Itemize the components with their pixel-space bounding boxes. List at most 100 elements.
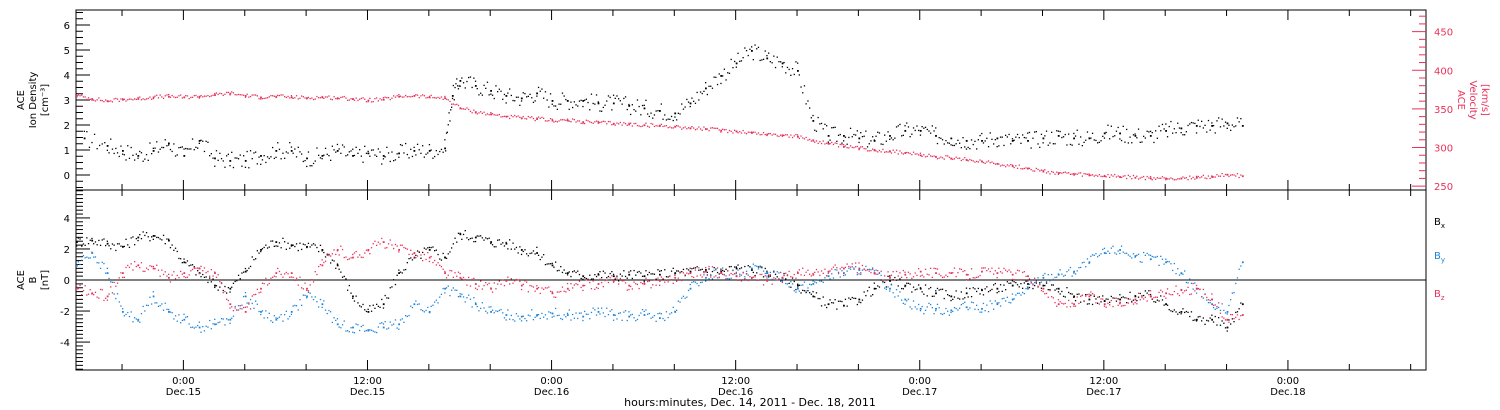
data-point [771,134,773,136]
data-point [270,95,272,97]
data-point [1132,299,1135,301]
data-point [737,269,739,271]
data-point [735,272,737,275]
data-point [962,158,964,161]
data-point [485,310,487,312]
data-point [502,98,504,100]
data-point [251,302,253,305]
data-point [171,150,173,153]
data-point [936,158,939,160]
data-point [781,281,783,284]
data-point [1155,296,1157,298]
data-point [270,320,272,322]
data-point [933,155,935,157]
data-point [123,98,125,100]
data-point [444,256,446,259]
data-point [962,270,964,273]
data-point [77,94,79,96]
data-point [664,114,666,116]
data-point [577,105,579,107]
data-point [495,288,497,290]
legend-bz: Bz [1434,289,1445,302]
data-point [1178,178,1181,180]
data-point [1216,324,1218,326]
data-point [234,157,236,159]
data-point [580,277,582,280]
data-point [197,96,199,98]
data-point [986,137,988,139]
data-point [597,283,600,285]
data-point [91,292,94,295]
data-point [764,267,766,270]
data-point [512,242,514,244]
left-tick-label: 2 [64,121,70,132]
data-point [123,276,125,278]
data-point [403,246,405,249]
data-point [290,272,293,274]
data-point [965,306,968,309]
data-point [909,273,911,275]
data-point [1134,301,1136,304]
data-point [244,306,247,308]
data-point [512,319,514,321]
data-point [858,301,860,303]
data-point [413,150,416,152]
data-point [174,247,177,249]
data-point [1207,175,1210,177]
data-point [797,284,799,287]
data-point [469,298,472,300]
data-point [1223,125,1225,127]
data-point [1180,289,1183,292]
data-point [1155,178,1157,180]
data-point [1180,272,1183,274]
data-point [870,269,872,271]
data-point [1148,290,1150,292]
data-point [224,324,226,326]
data-point [517,96,519,98]
data-point [248,267,250,269]
data-point [536,252,538,254]
data-point [774,273,777,275]
data-point [638,287,640,290]
data-point [880,270,882,272]
data-point [405,142,407,145]
data-point [527,291,529,293]
data-point [761,266,763,268]
data-point [1235,316,1237,318]
data-point [921,126,923,128]
data-point [386,97,388,99]
data-point [899,150,901,152]
data-point [289,315,291,318]
data-point [1057,287,1060,290]
data-point [275,245,277,247]
data-point [708,268,710,270]
data-point [231,151,233,153]
data-point [330,262,332,264]
data-point [161,269,163,271]
data-point [582,275,585,278]
data-point [696,282,698,285]
data-point [919,310,922,312]
data-point [744,278,746,280]
data-point [957,139,959,141]
data-point [1098,254,1100,257]
data-point [520,253,523,256]
data-point [1013,281,1015,283]
data-point [1045,130,1048,132]
data-point [979,274,981,277]
data-point [1226,330,1228,332]
data-point [1170,294,1172,296]
data-point [1199,315,1201,318]
data-point [220,93,223,95]
data-point [106,299,108,301]
data-point [1074,135,1077,137]
data-point [168,238,170,240]
data-point [931,155,933,158]
data-point [326,96,328,98]
data-point [527,115,529,118]
data-point [687,101,690,103]
data-point [960,304,962,306]
data-point [1023,282,1025,284]
data-point [764,133,766,136]
data-point [105,297,107,299]
